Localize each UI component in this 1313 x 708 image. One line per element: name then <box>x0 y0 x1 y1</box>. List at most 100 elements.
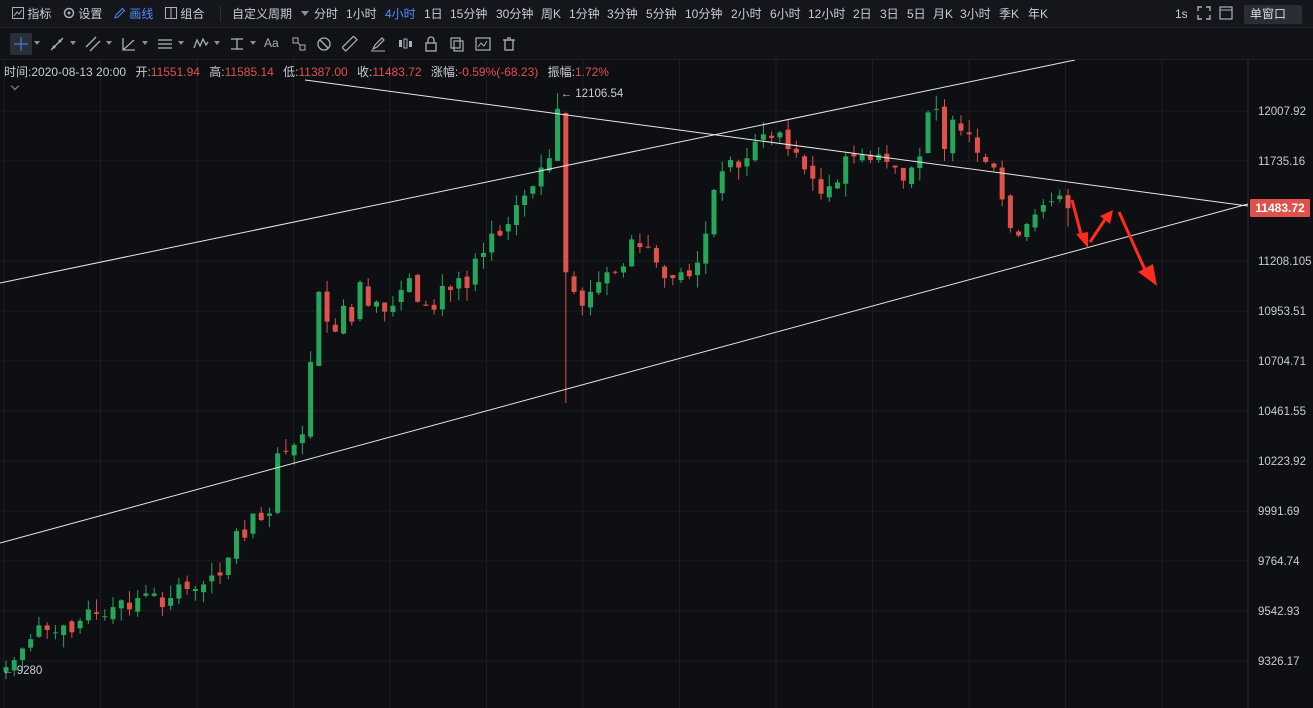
candle-body <box>373 301 379 307</box>
measure-icon[interactable] <box>226 33 248 55</box>
ruler-icon[interactable] <box>339 33 361 55</box>
candle <box>851 145 857 164</box>
candle <box>645 234 651 249</box>
text-icon[interactable]: Aa <box>262 33 284 55</box>
combo-button[interactable]: 组合 <box>165 5 204 23</box>
window-icon[interactable] <box>1219 6 1233 24</box>
custom-period-dropdown[interactable]: 自定义周期 <box>232 5 310 23</box>
window-mode-dropdown[interactable]: 单窗口 <box>1244 5 1302 35</box>
screenshot-icon[interactable] <box>472 33 494 55</box>
period-9[interactable]: 5分钟 <box>646 7 677 21</box>
period-12[interactable]: 6小时 <box>770 7 801 21</box>
candle-body <box>826 186 832 198</box>
candle-body <box>242 529 248 538</box>
indicators-button[interactable]: 指标 <box>12 5 51 23</box>
candle-body <box>94 612 100 614</box>
period-13[interactable]: 12小时 <box>808 7 846 21</box>
trash-icon[interactable] <box>498 33 520 55</box>
chevron-down-icon[interactable] <box>34 41 40 45</box>
period-16[interactable]: 5日 <box>907 7 926 21</box>
period-20[interactable]: 年K <box>1028 7 1049 21</box>
candle <box>958 115 964 136</box>
candle-body <box>637 243 643 248</box>
chevron-down-icon[interactable] <box>106 41 112 45</box>
period-17[interactable]: 月K <box>933 7 954 21</box>
period-14[interactable]: 2日 <box>853 7 872 21</box>
candle <box>472 253 478 292</box>
candle <box>620 263 626 278</box>
period-5[interactable]: 30分钟 <box>496 7 534 21</box>
magnet-icon[interactable] <box>313 33 335 55</box>
period-8[interactable]: 3分钟 <box>607 7 638 21</box>
chevron-down-icon[interactable] <box>250 41 256 45</box>
candle-body <box>126 602 132 610</box>
candle <box>678 267 684 284</box>
candle-body <box>299 434 305 444</box>
high-value: 11585.14 <box>224 65 274 79</box>
candle-body <box>793 148 799 153</box>
period-6[interactable]: 周K <box>541 7 562 21</box>
chevron-down-icon[interactable] <box>214 41 220 45</box>
candle-body <box>151 593 157 596</box>
candle <box>933 95 939 121</box>
candle-body <box>234 531 240 559</box>
candlestick-chart[interactable]: 12007.92 11735.16 11208.105 10953.51 10704.7… <box>0 60 1313 708</box>
candle-body <box>201 584 207 593</box>
period-3[interactable]: 1日 <box>424 7 443 21</box>
period-11[interactable]: 2小时 <box>731 7 762 21</box>
period-7[interactable]: 1分钟 <box>569 7 600 21</box>
candle-body <box>61 625 67 636</box>
angle-icon[interactable] <box>118 33 140 55</box>
candle-body <box>670 275 676 279</box>
refresh-interval[interactable]: 1s <box>1175 7 1188 21</box>
candle-body <box>958 123 964 131</box>
candle-body <box>1057 195 1063 200</box>
period-18[interactable]: 3小时 <box>960 7 991 21</box>
candle <box>555 93 561 161</box>
chevron-down-icon[interactable] <box>70 41 76 45</box>
candles-icon[interactable] <box>394 33 416 55</box>
candle <box>390 296 396 317</box>
period-2[interactable]: 4小时 <box>385 7 416 21</box>
candle <box>1057 189 1063 203</box>
period-1[interactable]: 1小时 <box>346 7 377 21</box>
period-15[interactable]: 3日 <box>880 7 899 21</box>
period-10[interactable]: 10分钟 <box>685 7 723 21</box>
candle-body <box>349 307 355 322</box>
candle <box>1065 188 1071 227</box>
candle <box>950 115 956 162</box>
wave-icon[interactable] <box>190 33 212 55</box>
candle-body <box>1007 195 1013 228</box>
candle-body <box>382 302 388 312</box>
chevron-down-icon[interactable] <box>142 41 148 45</box>
y-tick-label: 9326.17 <box>1258 656 1300 668</box>
horizontal-lines-icon[interactable] <box>154 33 176 55</box>
brush-icon[interactable] <box>367 33 389 55</box>
candle-body <box>744 158 750 167</box>
parallel-channel-icon[interactable] <box>82 33 104 55</box>
copy-icon[interactable] <box>446 33 468 55</box>
period-4[interactable]: 15分钟 <box>450 7 488 21</box>
candle-body <box>44 625 50 630</box>
candle-body <box>439 286 445 310</box>
candle-body <box>52 632 58 634</box>
candle-body <box>892 165 898 168</box>
period-19[interactable]: 季K <box>999 7 1020 21</box>
chevron-down-icon[interactable] <box>178 41 184 45</box>
candle-body <box>760 134 766 140</box>
candle <box>324 280 330 333</box>
pattern-icon[interactable] <box>288 33 310 55</box>
candle-body <box>950 119 956 154</box>
candle <box>826 174 832 202</box>
lock-icon[interactable] <box>420 33 442 55</box>
period-0[interactable]: 分时 <box>314 7 339 21</box>
low-label: 低: <box>283 65 299 79</box>
candle <box>653 245 659 268</box>
candle <box>77 618 83 634</box>
settings-button[interactable]: 设置 <box>63 5 102 23</box>
trend-line-icon[interactable] <box>46 33 68 55</box>
fullscreen-icon[interactable] <box>1197 6 1211 24</box>
crosshair-icon[interactable] <box>10 33 32 55</box>
draw-button[interactable]: 画线 <box>114 5 153 23</box>
candle-body <box>209 575 215 582</box>
